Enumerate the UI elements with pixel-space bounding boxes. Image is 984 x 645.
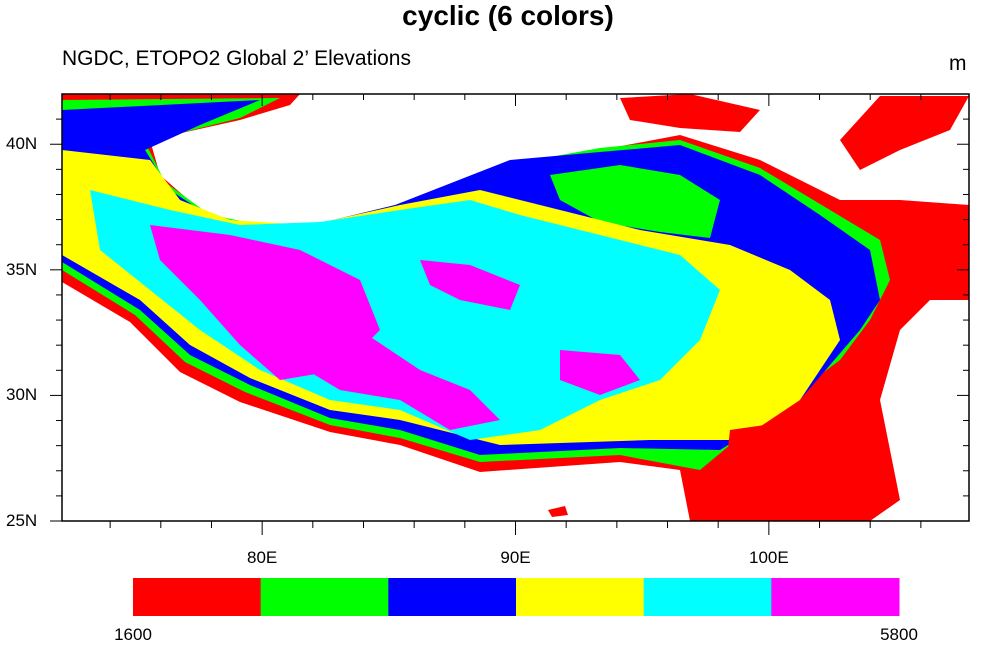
lat-label: 30N [6, 385, 38, 405]
terrain-red-south [720, 400, 880, 521]
lat-label: 40N [6, 134, 38, 154]
terrain-magenta-central [290, 300, 500, 430]
colorbar-box [260, 578, 389, 616]
left-subtitle: NGDC, ETOPO2 Global 2’ Elevations [62, 47, 411, 70]
terrain-magenta-spot [420, 260, 520, 310]
colorbar-box [388, 578, 517, 616]
plot-title: cyclic (6 colors) [402, 0, 614, 31]
colorbar-box [133, 578, 262, 616]
colorbar-box [771, 578, 900, 616]
colorbar [133, 578, 900, 616]
lat-label: 35N [6, 259, 38, 279]
terrain-layers [62, 94, 969, 521]
axis-ticks [50, 94, 969, 535]
terrain-red-ne [840, 96, 969, 170]
lat-label: 25N [6, 511, 38, 530]
units-label: m [949, 52, 967, 75]
terrain-magenta-south [560, 350, 640, 395]
lon-label: 100E [748, 548, 789, 567]
colorbar-min-label: 1600 [114, 625, 152, 644]
lon-label: 90E [500, 548, 531, 567]
terrain-green-basin [550, 165, 720, 238]
lon-label: 80E [247, 548, 278, 567]
colorbar-max-label: 5800 [880, 625, 918, 644]
colorbar-box [516, 578, 645, 616]
terrain-red-north [620, 94, 760, 132]
terrain-red-patch [548, 506, 568, 517]
colorbar-box [643, 578, 772, 616]
